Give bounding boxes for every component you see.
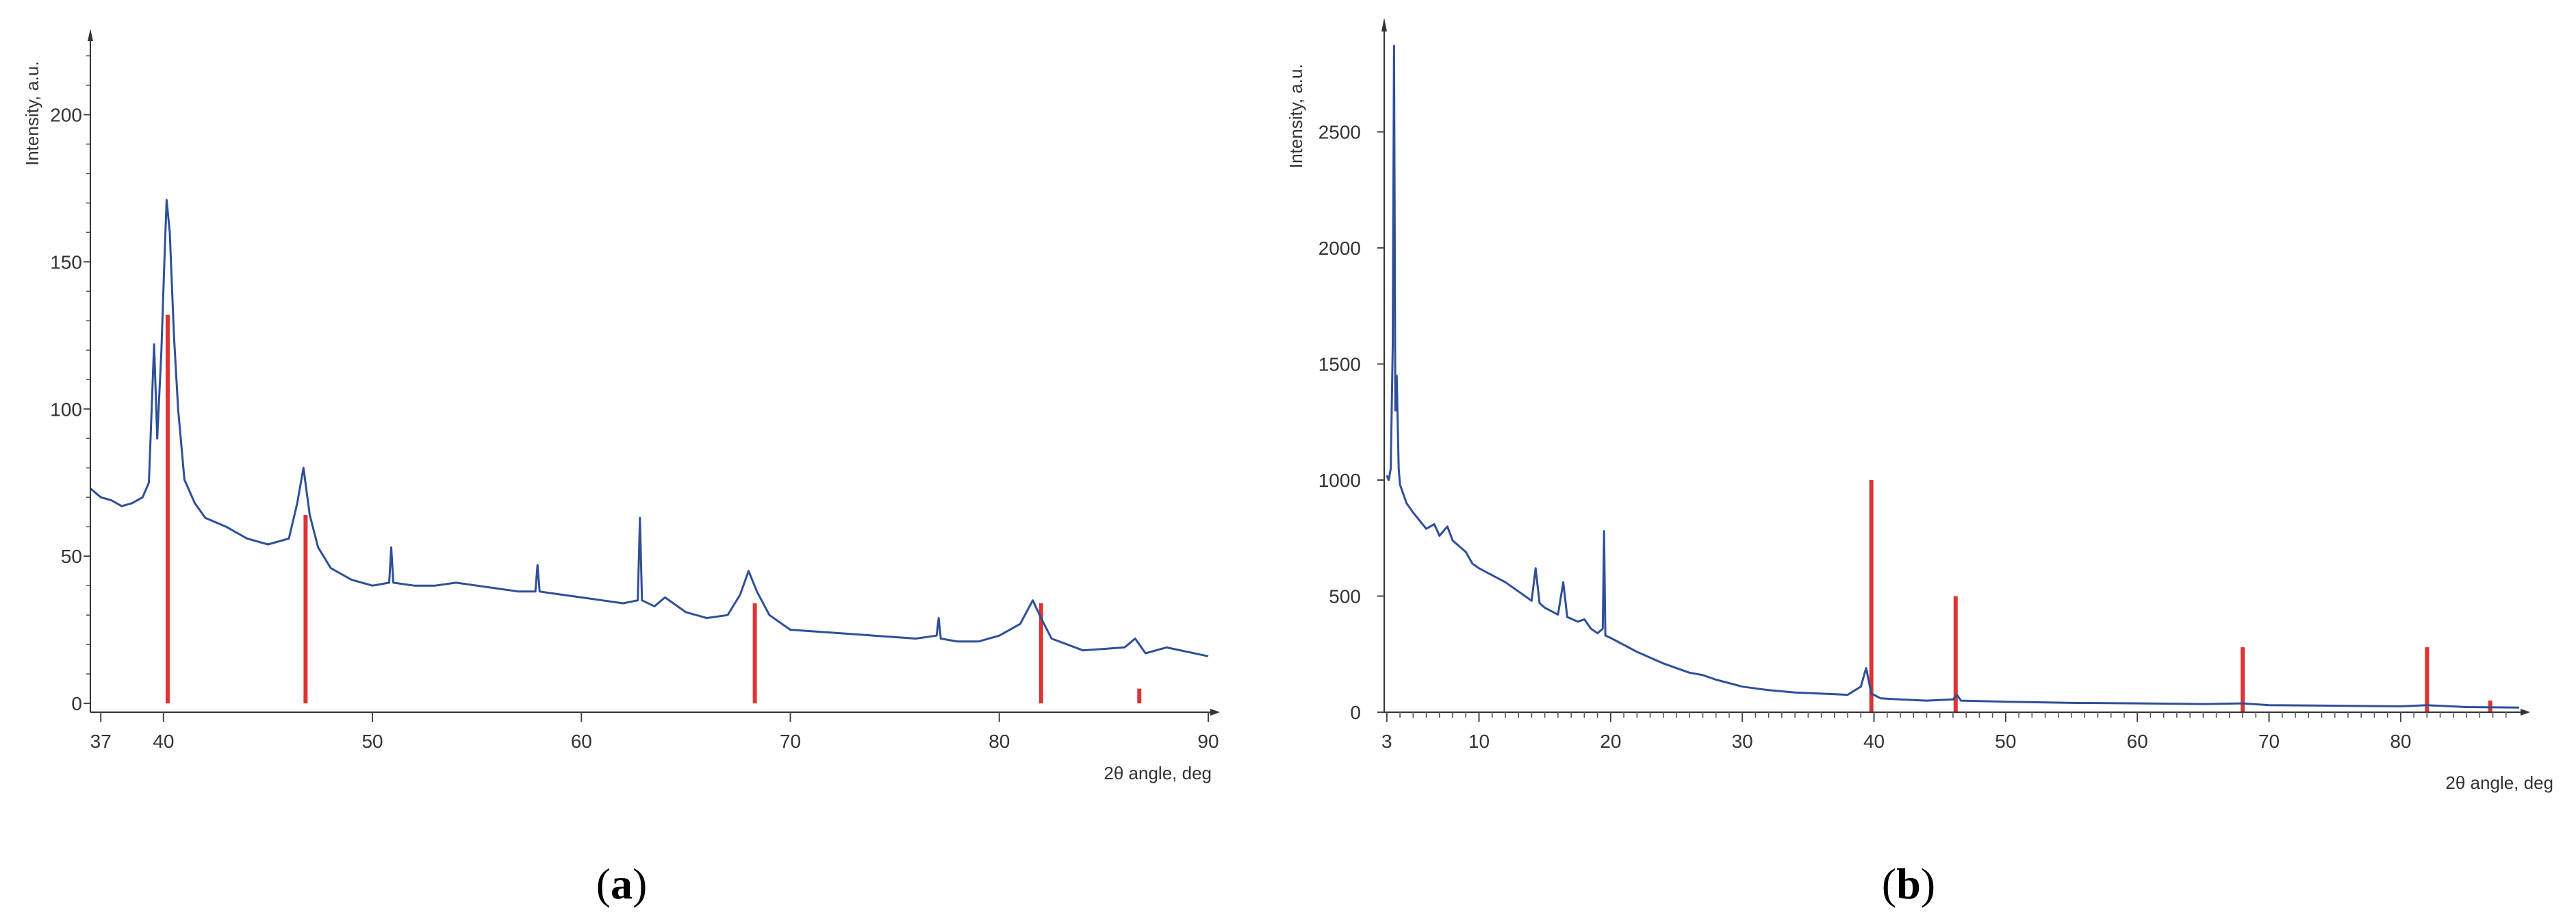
chart-a-x-tick-label: 50 — [361, 731, 383, 752]
chart-b-xlabel: 2θ angle, deg — [2445, 772, 2553, 793]
chart-b-y-tick-label: 500 — [1329, 586, 1361, 607]
chart-b-y-tick-label: 1500 — [1318, 354, 1361, 375]
chart-b-y-tick-label: 2000 — [1318, 238, 1361, 259]
chart-b-x-ticks: 3 10 20 30 40 50 60 70 80 — [1381, 712, 2411, 752]
chart-b-x-tick-label: 60 — [2127, 731, 2148, 752]
chart-a-reference-lines — [165, 314, 1142, 704]
chart-a-y-axis-arrow — [88, 29, 93, 41]
chart-b-reference-lines — [1869, 480, 2492, 712]
chart-a: 37 40 50 60 70 80 90 0 50 100 150 200 Intensity, a… — [22, 29, 1220, 783]
chart-a-ylabel: Intensity, a.u. — [22, 61, 42, 166]
chart-b-x-tick-label: 20 — [1600, 731, 1621, 752]
chart-a-x-tick-label: 90 — [1197, 731, 1219, 752]
chart-a-y-ticks: 0 50 100 150 200 — [50, 104, 90, 714]
chart-b-x-tick-label: 30 — [1732, 731, 1753, 752]
chart-a-y-tick-label: 50 — [61, 546, 82, 567]
chart-a-x-tick-label: 37 — [90, 731, 112, 752]
chart-b-y-tick-label: 2500 — [1318, 122, 1361, 143]
chart-a-y-tick-label: 150 — [50, 251, 82, 273]
chart-b-y-ticks: 0 500 1000 1500 2000 2500 — [1318, 122, 1384, 723]
caption-a: (a) — [596, 859, 648, 908]
chart-a-trace — [90, 199, 1209, 657]
chart-a-x-tick-label: 40 — [153, 731, 174, 752]
caption-b: (b) — [1882, 859, 1935, 908]
chart-b-x-tick-label: 40 — [1863, 731, 1885, 752]
chart-b: 3 10 20 30 40 50 60 70 80 0 500 1000 1500 2000 2500 I… — [1286, 18, 2553, 793]
chart-b-y-axis-arrow — [1381, 18, 1387, 32]
chart-b-trace — [1386, 45, 2520, 709]
chart-a-y-tick-label: 200 — [50, 104, 82, 125]
chart-b-y-tick-label: 1000 — [1318, 470, 1361, 491]
chart-a-y-minor-ticks — [86, 55, 90, 675]
chart-a-y-tick-label: 0 — [71, 693, 82, 714]
chart-a-x-tick-label: 70 — [780, 731, 801, 752]
chart-a-y-tick-label: 100 — [50, 399, 82, 420]
chart-b-x-tick-label: 80 — [2390, 731, 2411, 752]
chart-a-xlabel: 2θ angle, deg — [1104, 763, 1212, 783]
chart-b-x-tick-label: 50 — [1995, 731, 2016, 752]
chart-b-y-tick-label: 0 — [1350, 702, 1361, 723]
chart-a-x-tick-label: 60 — [571, 731, 592, 752]
chart-a-x-axis-arrow — [1210, 709, 1220, 716]
chart-b-x-tick-label: 10 — [1468, 731, 1490, 752]
chart-b-ylabel: Intensity, a.u. — [1286, 64, 1306, 168]
chart-b-x-axis-arrow — [2521, 709, 2530, 716]
chart-b-x-tick-label: 3 — [1381, 731, 1392, 752]
chart-b-x-tick-label: 70 — [2258, 731, 2280, 752]
chart-a-x-ticks: 37 40 50 60 70 80 90 — [90, 712, 1219, 752]
chart-b-x-minor-ticks — [1399, 712, 2507, 718]
chart-a-x-tick-label: 80 — [989, 731, 1010, 752]
